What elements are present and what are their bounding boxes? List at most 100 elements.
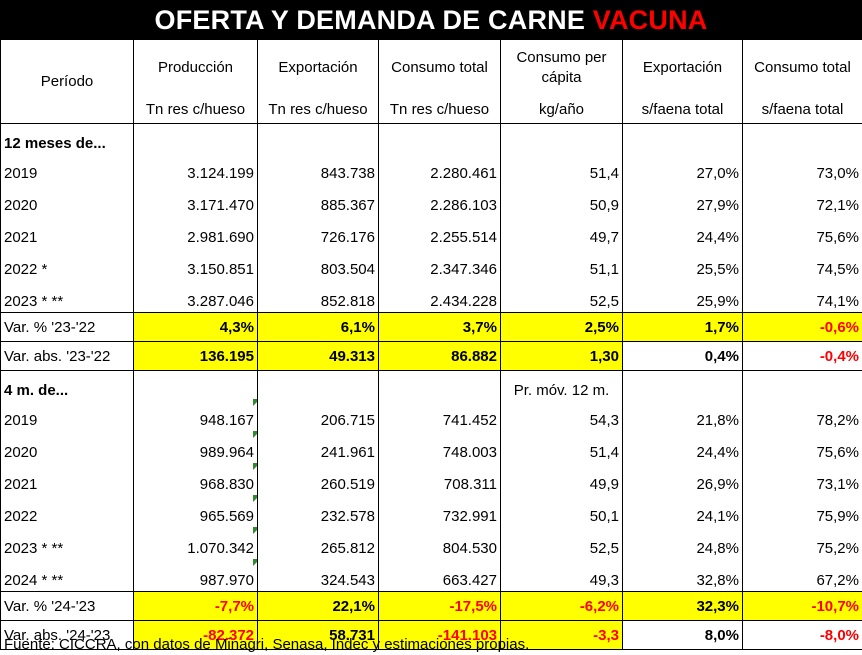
title-main: OFERTA Y DEMANDA DE CARNE: [154, 5, 586, 35]
table-row: 2021 2.981.690 726.176 2.255.514 49,7 24,4% 75…: [0, 216, 862, 248]
value-cell: 27,9%: [622, 184, 743, 216]
value-cell: 54,3: [500, 399, 623, 431]
variation-value: -3,3: [500, 620, 623, 650]
value-cell: 206.715: [257, 399, 379, 431]
value-cell: 732.991: [378, 495, 501, 527]
value-cell: 843.738: [257, 152, 379, 184]
variation-label: Var. abs. '24-'23: [0, 620, 134, 650]
period-cell: 2019: [0, 152, 134, 184]
unit-consumo-share: s/faena total: [742, 96, 862, 124]
value-cell: 27,0%: [622, 152, 743, 184]
value-cell: 260.519: [257, 463, 379, 495]
variation-value: -7,7%: [133, 591, 258, 621]
value-cell: 74,5%: [742, 248, 862, 280]
variation-label: Var. abs. '23-'22: [0, 341, 134, 371]
value-cell: 324.543: [257, 559, 379, 592]
supply-demand-table: Período Producción Exportación Consumo t…: [0, 40, 862, 650]
value-cell: 21,8%: [622, 399, 743, 431]
variation-value: -141.103: [378, 620, 501, 650]
value-cell: 804.530: [378, 527, 501, 559]
value-cell: 265.812: [257, 527, 379, 559]
value-cell: 241.961: [257, 431, 379, 463]
value-cell: 987.970: [133, 559, 258, 592]
value-cell: 52,5: [500, 527, 623, 559]
unit-consumo-per-capita: kg/año: [500, 96, 623, 124]
variation-value: 136.195: [133, 341, 258, 371]
value-cell: 989.964: [133, 431, 258, 463]
table-row: 2022 965.569 232.578 732.991 50,1 24,1% 75,9%: [0, 495, 862, 527]
period-cell: 2024 * **: [0, 559, 134, 592]
header-units-row: Tn res c/hueso Tn res c/hueso Tn res c/h…: [1, 96, 862, 124]
value-cell: 748.003: [378, 431, 501, 463]
value-cell: 3.124.199: [133, 152, 258, 184]
period-cell: 2022: [0, 495, 134, 527]
value-cell: 726.176: [257, 216, 379, 248]
table-row: 2019 948.167 206.715 741.452 54,3 21,8% 78,2%: [0, 399, 862, 431]
table-row: 2019 3.124.199 843.738 2.280.461 51,4 27,0% 73…: [0, 152, 862, 184]
period-cell: 2023 * **: [0, 280, 134, 313]
value-cell: 50,9: [500, 184, 623, 216]
section-header-12-months: 12 meses de...: [0, 123, 862, 152]
value-cell: 232.578: [257, 495, 379, 527]
section2-rows: 2019 948.167 206.715 741.452 54,3 21,8% 78,2% 2…: [0, 399, 862, 592]
value-cell: 24,8%: [622, 527, 743, 559]
unit-exportacion-share: s/faena total: [622, 96, 743, 124]
title-highlight: VACUNA: [592, 5, 708, 35]
var-abs-row: Var. abs. '23-'22 136.195 49.313 86.882 1,30…: [0, 341, 862, 371]
variation-value: 3,7%: [378, 312, 501, 342]
value-cell: 25,5%: [622, 248, 743, 280]
value-cell: 49,3: [500, 559, 623, 592]
variation-label: Var. % '24-'23: [0, 591, 134, 621]
value-cell: 75,9%: [742, 495, 862, 527]
variation-value: -8,0%: [742, 620, 862, 650]
period-cell: 2020: [0, 184, 134, 216]
unit-produccion: Tn res c/hueso: [133, 96, 258, 124]
variation-value: 6,1%: [257, 312, 379, 342]
var-abs-row: Var. abs. '24-'23 -82.372 58.731 -141.103 -3…: [0, 620, 862, 650]
value-cell: 74,1%: [742, 280, 862, 313]
value-cell: 24,4%: [622, 216, 743, 248]
table-row: 2022 * 3.150.851 803.504 2.347.346 51,1 25,5%…: [0, 248, 862, 280]
variation-value: -10,7%: [742, 591, 862, 621]
value-cell: 26,9%: [622, 463, 743, 495]
value-cell: 708.311: [378, 463, 501, 495]
variation-value: -17,5%: [378, 591, 501, 621]
value-cell: 52,5: [500, 280, 623, 313]
variation-value: 0,4%: [622, 341, 743, 371]
value-cell: 51,1: [500, 248, 623, 280]
variation-value: 1,7%: [622, 312, 743, 342]
value-cell: 2.255.514: [378, 216, 501, 248]
variation-value: -0,6%: [742, 312, 862, 342]
variation-value: 1,30: [500, 341, 623, 371]
variation-value: 49.313: [257, 341, 379, 371]
value-cell: 25,9%: [622, 280, 743, 313]
value-cell: 663.427: [378, 559, 501, 592]
header-col-exportacion-share: Exportación: [622, 40, 743, 96]
table-row: 2023 * ** 1.070.342 265.812 804.530 52,5 24,8…: [0, 527, 862, 559]
table-row: 2024 * ** 987.970 324.543 663.427 49,3 32,8% 6…: [0, 559, 862, 592]
variation-value: 8,0%: [622, 620, 743, 650]
variation-label: Var. % '23-'22: [0, 312, 134, 342]
table-row: 2020 989.964 241.961 748.003 51,4 24,4% 75,6%: [0, 431, 862, 463]
value-cell: 948.167: [133, 399, 258, 431]
value-cell: 852.818: [257, 280, 379, 313]
value-cell: 2.347.346: [378, 248, 501, 280]
unit-exportacion: Tn res c/hueso: [257, 96, 379, 124]
value-cell: 49,7: [500, 216, 623, 248]
value-cell: 75,6%: [742, 216, 862, 248]
moving-average-note: Pr. móv. 12 m.: [500, 370, 623, 399]
value-cell: 72,1%: [742, 184, 862, 216]
variation-value: 86.882: [378, 341, 501, 371]
value-cell: 885.367: [257, 184, 379, 216]
value-cell: 803.504: [257, 248, 379, 280]
period-cell: 2020: [0, 431, 134, 463]
value-cell: 75,2%: [742, 527, 862, 559]
header-col-produccion: Producción: [133, 40, 258, 96]
value-cell: 1.070.342: [133, 527, 258, 559]
value-cell: 73,0%: [742, 152, 862, 184]
unit-consumo-total: Tn res c/hueso: [378, 96, 501, 124]
table-title: OFERTA Y DEMANDA DE CARNE VACUNA: [0, 0, 862, 40]
period-cell: 2021: [0, 463, 134, 495]
table-row: 2020 3.171.470 885.367 2.286.103 50,9 27,9% 72…: [0, 184, 862, 216]
value-cell: 3.171.470: [133, 184, 258, 216]
